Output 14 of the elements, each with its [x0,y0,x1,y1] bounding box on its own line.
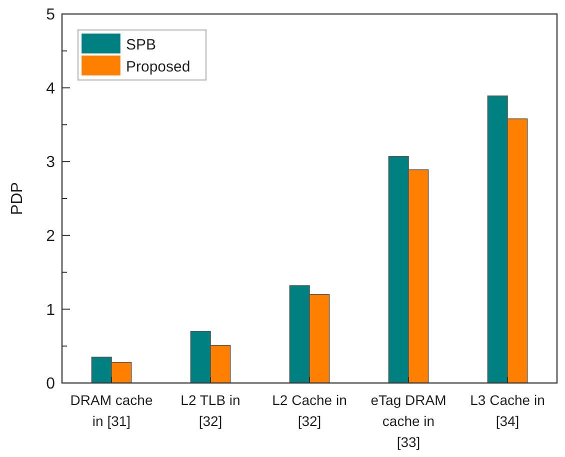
y-tick-label: 0 [46,376,56,393]
x-tick-label: eTag DRAM cache in [33] [370,392,446,450]
legend-label: Proposed [126,58,190,76]
legend-label: SPB [126,36,156,54]
y-axis-title: PDP [9,182,26,215]
y-tick-label: 4 [46,80,56,98]
y-tick-label: 3 [46,154,56,172]
x-tick-label: DRAM cache in [31] [70,392,153,429]
y-tick-label: 1 [46,302,56,319]
y-tick-label: 2 [46,228,56,245]
x-tick-label: L2 TLB in [32] [180,392,240,429]
x-tick-label: L3 Cache in [34] [470,392,545,429]
x-tick-label: L2 Cache in [32] [272,392,347,429]
y-tick-label: 5 [46,6,56,24]
